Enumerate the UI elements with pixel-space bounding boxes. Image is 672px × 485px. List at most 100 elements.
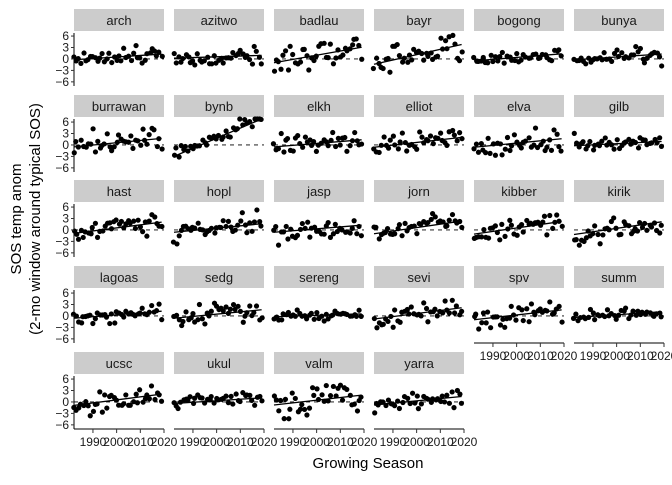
facet-panel-elkh: elkh: [270, 95, 365, 155]
data-point: [314, 386, 320, 392]
data-point: [78, 60, 84, 66]
facet-strip-label: bayr: [406, 13, 432, 28]
data-point: [233, 391, 239, 397]
facet-strip: [74, 180, 164, 202]
data-point: [408, 304, 414, 310]
data-point: [480, 310, 487, 316]
data-point: [656, 54, 663, 60]
facet-panel-elva: elva: [471, 95, 564, 158]
data-point: [442, 298, 448, 304]
data-point: [604, 307, 611, 313]
data-point: [171, 50, 177, 57]
data-point: [277, 397, 284, 404]
data-point: [294, 232, 301, 238]
data-point: [459, 224, 465, 231]
data-point: [287, 406, 293, 412]
data-point: [325, 55, 331, 61]
data-point: [415, 406, 422, 412]
data-point: [254, 207, 260, 213]
data-point: [92, 149, 99, 155]
data-point: [397, 319, 403, 325]
trend-line: [573, 221, 662, 236]
data-point: [622, 305, 629, 311]
data-point: [237, 116, 243, 122]
facet-strip-label: burrawan: [92, 99, 146, 114]
data-point: [337, 142, 343, 148]
data-point: [192, 395, 198, 401]
facet-panel-bogong: bogong: [471, 9, 564, 66]
trend-line: [273, 224, 362, 233]
facet-panel-sevi: sevi: [371, 266, 465, 331]
facet-strip: [374, 180, 464, 202]
data-point: [173, 60, 179, 66]
data-point: [152, 396, 158, 403]
data-point: [387, 69, 393, 75]
data-point: [608, 142, 615, 148]
data-point: [311, 392, 317, 398]
facet-strip-label: bunya: [601, 13, 637, 28]
data-point: [551, 310, 557, 316]
data-point: [514, 51, 520, 57]
data-point: [390, 324, 396, 330]
data-point: [518, 57, 524, 63]
trend-line: [73, 221, 162, 235]
data-point: [259, 398, 265, 404]
facet-panel-azitwo: azitwo: [171, 9, 264, 68]
data-point: [300, 144, 306, 150]
facet-strip-label: elliot: [406, 99, 433, 114]
data-point: [454, 387, 460, 394]
data-point: [475, 149, 482, 155]
data-point: [137, 387, 143, 393]
data-point: [459, 136, 465, 142]
facet-panel-gilb: gilb: [571, 95, 665, 153]
data-point: [626, 136, 632, 143]
trend-line: [173, 397, 262, 405]
data-point: [80, 234, 86, 241]
data-point: [524, 306, 530, 312]
data-point: [438, 130, 444, 136]
data-point: [225, 400, 231, 406]
y-tick-label: 0: [62, 138, 69, 152]
data-point: [385, 55, 391, 62]
data-point: [659, 63, 665, 69]
data-point: [140, 229, 146, 235]
data-point: [351, 218, 357, 224]
data-point: [246, 56, 253, 63]
facet-strip-label: yarra: [404, 356, 434, 371]
data-point: [249, 124, 255, 130]
trend-line: [573, 311, 662, 319]
data-point: [323, 382, 329, 389]
data-point: [208, 308, 214, 314]
data-point: [571, 130, 577, 136]
y-axis-title-line2: (2-mo window around typical SOS): [27, 103, 44, 335]
data-point: [237, 398, 243, 405]
data-point: [499, 221, 505, 227]
data-point: [479, 320, 485, 326]
facet-strip: [374, 95, 464, 117]
data-point: [321, 40, 327, 46]
data-point: [356, 307, 362, 313]
data-point: [232, 227, 238, 233]
data-point: [548, 147, 555, 153]
data-point: [90, 408, 97, 415]
data-point: [240, 319, 246, 325]
data-point: [175, 405, 181, 412]
facet-strip: [274, 352, 364, 374]
facet-strip-label: hopl: [207, 184, 232, 199]
data-point: [281, 149, 287, 155]
data-point: [642, 137, 648, 143]
data-point: [444, 392, 450, 398]
data-point: [344, 386, 350, 393]
data-point: [558, 53, 564, 59]
data-point: [634, 228, 641, 234]
trend-line: [373, 136, 462, 148]
data-point: [417, 129, 423, 135]
data-point: [449, 297, 455, 303]
data-point: [238, 218, 244, 224]
data-point: [614, 47, 620, 53]
data-point: [554, 131, 560, 137]
data-point: [618, 231, 624, 237]
